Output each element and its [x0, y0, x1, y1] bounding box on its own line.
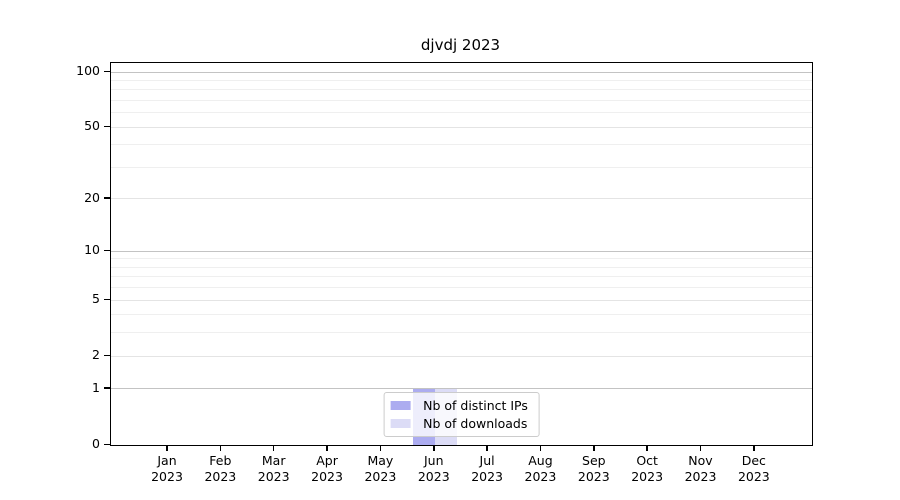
x-tick-label: Jul 2023 [471, 453, 503, 484]
gridline-minor [111, 144, 812, 146]
legend-item-downloads: Nb of downloads [390, 416, 528, 431]
y-tick-label: 1 [92, 379, 100, 395]
y-tick-mark [104, 298, 110, 301]
gridline-minor [111, 314, 812, 316]
legend-swatch-distinct-ips [390, 401, 411, 410]
x-tick-mark [699, 445, 702, 451]
x-tick-label: Aug 2023 [524, 453, 557, 484]
legend-label-distinct-ips: Nb of distinct IPs [423, 398, 528, 413]
gridline-major [111, 299, 812, 301]
y-tick-mark [104, 197, 110, 199]
gridline-major [111, 126, 812, 128]
gridline-minor [111, 100, 812, 102]
legend-item-distinct-ips: Nb of distinct IPs [390, 398, 528, 413]
gridline-minor [111, 167, 812, 168]
y-tick-mark [104, 249, 110, 252]
gridline-major [111, 198, 812, 200]
x-tick-label: May 2023 [364, 453, 397, 484]
x-tick-mark [486, 445, 488, 451]
x-tick-mark [433, 445, 435, 451]
gridline-decade [111, 388, 812, 390]
x-tick-mark [272, 445, 275, 451]
x-tick-label: Feb 2023 [204, 453, 237, 484]
x-tick-label: Sep 2023 [577, 453, 610, 484]
gridline-minor [111, 89, 812, 91]
y-tick-label: 0 [92, 436, 100, 451]
x-tick-label: Apr 2023 [311, 453, 343, 484]
gridline-minor [111, 332, 812, 334]
x-tick-label: Jan 2023 [151, 453, 183, 484]
legend-swatch-downloads [390, 419, 411, 428]
y-tick-label: 5 [92, 291, 100, 307]
y-tick-label: 10 [84, 242, 100, 258]
gridline-minor [111, 258, 812, 260]
x-tick-mark [646, 445, 648, 451]
x-tick-label: Jun 2023 [417, 453, 450, 484]
gridline-decade [111, 250, 812, 252]
y-tick-label: 2 [92, 347, 100, 363]
gridline-minor [111, 287, 812, 289]
x-tick-mark [166, 445, 168, 451]
x-tick-mark [379, 445, 382, 451]
x-tick-mark [539, 445, 542, 451]
gridline-decade [111, 71, 812, 73]
x-tick-mark [219, 445, 222, 451]
gridline-major [111, 355, 812, 357]
x-tick-label: Dec 2023 [737, 453, 770, 484]
x-tick-mark [593, 445, 595, 451]
gridline-minor [111, 79, 812, 81]
y-tick-mark [104, 70, 110, 73]
y-tick-label: 100 [76, 63, 100, 79]
legend: Nb of distinct IPs Nb of downloads [383, 392, 540, 437]
y-tick-label: 50 [84, 118, 100, 134]
chart-title: djvdj 2023 [420, 36, 501, 54]
gridline-minor [111, 276, 812, 278]
plot-area: Nb of distinct IPs Nb of downloads [110, 62, 813, 446]
gridline-minor [111, 112, 812, 114]
legend-label-downloads: Nb of downloads [423, 416, 528, 431]
gridline-minor [111, 266, 812, 268]
x-tick-label: Nov 2023 [684, 453, 717, 484]
x-tick-mark [753, 445, 755, 451]
x-tick-mark [326, 445, 328, 451]
y-tick-mark [104, 125, 110, 128]
x-tick-label: Oct 2023 [631, 453, 664, 484]
y-tick-mark [104, 387, 110, 389]
y-tick-label: 20 [84, 189, 100, 205]
y-tick-mark [104, 443, 110, 445]
x-tick-label: Mar 2023 [257, 453, 290, 484]
y-tick-mark [104, 354, 110, 357]
